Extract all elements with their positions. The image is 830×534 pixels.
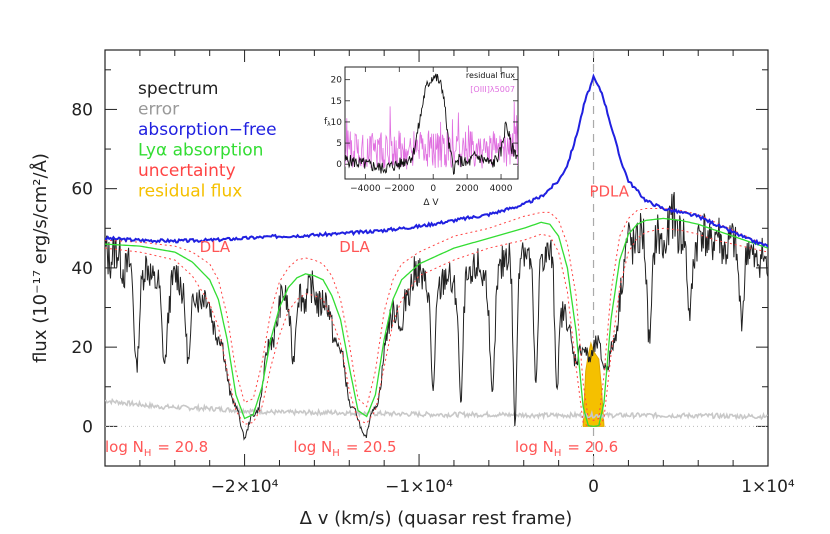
legend-entry: absorption−free xyxy=(138,120,277,140)
absorption-free-line xyxy=(105,73,768,248)
inset-y-tick-label: 20 xyxy=(331,76,343,86)
y-tick-label: 60 xyxy=(71,180,93,200)
absorber-name-label: PDLA xyxy=(589,183,629,201)
y-tick-label: 20 xyxy=(71,338,93,358)
legend-entry: error xyxy=(138,100,179,120)
inset-x-tick-label: 4000 xyxy=(490,184,513,194)
x-tick-label: −2×10⁴ xyxy=(211,477,279,497)
y-tick-label: 40 xyxy=(71,259,93,279)
inset-oiii-label: [OIII]λ5007 xyxy=(470,85,515,94)
x-tick-label: 0 xyxy=(588,477,599,497)
axis-ticks: −2×10⁴ −1×10⁴ 0 1×10⁴ 0 20 40 60 80 xyxy=(71,50,795,497)
inset-y-tick-label: 10 xyxy=(331,118,343,128)
inset-x-tick-label: 0 xyxy=(430,184,436,194)
x-tick-label: −1×10⁴ xyxy=(385,477,453,497)
legend-entry: residual flux xyxy=(138,182,242,202)
spectrum-line xyxy=(105,192,768,441)
inset-y-tick-label: 0 xyxy=(336,160,342,170)
absorber-column-density-label: log NH = 20.6 xyxy=(515,438,618,459)
inset-residual-line xyxy=(345,73,518,175)
inset-x-tick-label: −2000 xyxy=(384,184,415,194)
absorber-column-density-label: log NH = 20.5 xyxy=(293,438,396,459)
inset-series xyxy=(345,73,518,175)
inset-plot: −4000 −2000 0 2000 4000 0 5 10 15 20 residual flu… xyxy=(324,66,519,208)
x-axis-label: Δ v (km/s) (quasar rest frame) xyxy=(300,508,573,529)
lya-absorption-line xyxy=(105,217,768,428)
x-tick-label: 1×10⁴ xyxy=(741,477,795,497)
inset-y-tick-label: 5 xyxy=(336,139,342,149)
absorber-name-label: DLA xyxy=(339,238,370,256)
inset-y-tick-label: 15 xyxy=(331,97,342,107)
inset-title: residual flux xyxy=(466,71,515,80)
legend-entry: spectrum xyxy=(138,79,218,99)
legend-entry: uncertainty xyxy=(138,161,236,181)
uncertainty-upper-line xyxy=(105,208,768,421)
legend-entry: Lyα absorption xyxy=(138,141,263,161)
y-axis-label: flux (10⁻¹⁷ erg/s/cm²/Å) xyxy=(29,153,51,363)
y-tick-label: 80 xyxy=(71,100,93,120)
inset-x-tick-label: −4000 xyxy=(350,184,381,194)
inset-x-tick-label: 2000 xyxy=(456,184,479,194)
plot-series xyxy=(105,50,768,466)
inset-x-label: Δ V xyxy=(423,198,439,208)
error-line xyxy=(105,397,768,421)
absorber-labels: DLA log NH = 20.8 DLA log NH = 20.5 PDLA log NH… xyxy=(105,183,630,460)
absorber-name-label: DLA xyxy=(200,238,231,256)
plot-frame xyxy=(104,49,769,467)
inset-y-label: fλ xyxy=(324,117,331,128)
uncertainty-lower-line xyxy=(105,227,768,427)
y-tick-label: 0 xyxy=(82,417,93,437)
absorber-column-density-label: log NH = 20.8 xyxy=(105,438,208,459)
inset-axis-ticks: −4000 −2000 0 2000 4000 0 5 10 15 20 xyxy=(331,67,518,194)
